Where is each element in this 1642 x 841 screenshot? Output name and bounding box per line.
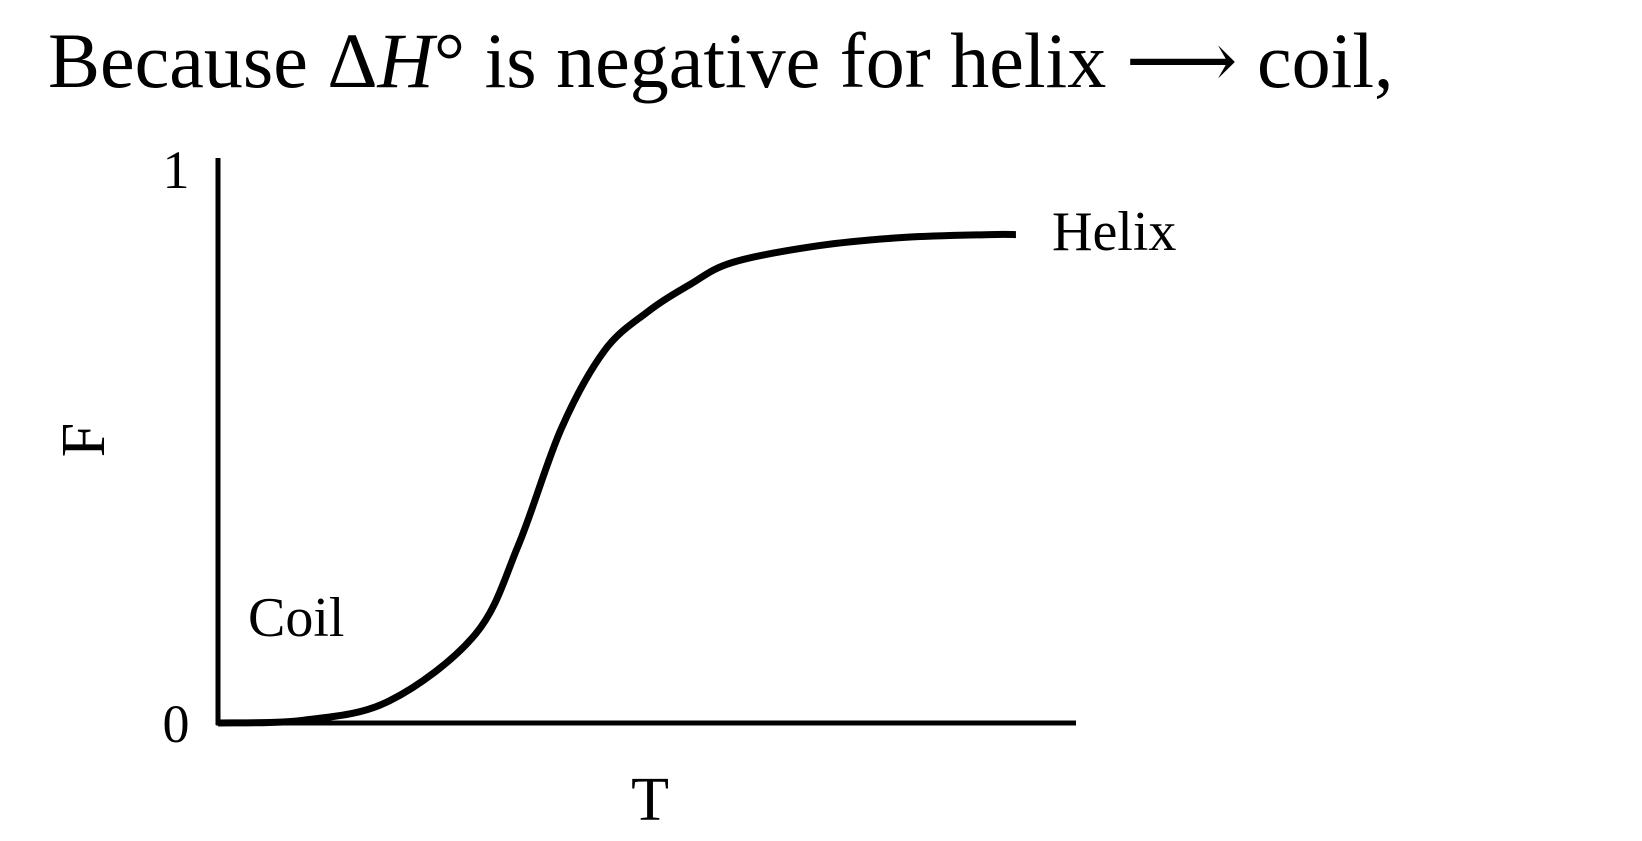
y-tick-label-1: 1 xyxy=(163,140,190,200)
y-axis-label: F xyxy=(50,423,118,457)
page-heading: Because ΔH° is negative for helix ⟶ coil… xyxy=(48,22,1394,100)
heading-suffix: ° is negative for helix ⟶ coil, xyxy=(433,17,1394,104)
annotation-coil: Coil xyxy=(248,587,344,649)
x-axis-label: T xyxy=(631,766,669,834)
series-line-0 xyxy=(217,230,1016,727)
heading-italic-symbol: H xyxy=(377,17,434,104)
annotation-helix: Helix xyxy=(1052,201,1176,263)
y-tick-label-0: 0 xyxy=(163,694,190,754)
heading-prefix: Because Δ xyxy=(48,17,378,104)
